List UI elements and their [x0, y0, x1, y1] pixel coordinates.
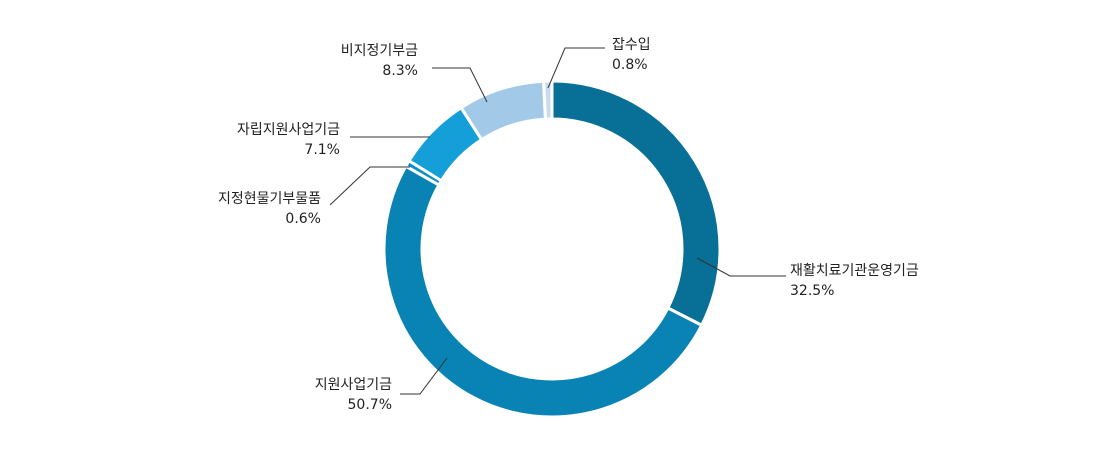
label-name-재활치료기관운영기금: 재활치료기관운영기금 [790, 263, 919, 279]
label-value-지정현물기부물품: 0.6% [285, 211, 321, 227]
leader-line-지정현물기부물품 [329, 166, 410, 206]
leader-line-재활치료기관운영기금 [696, 257, 786, 277]
label-value-잡수입: 0.8% [612, 57, 648, 73]
slice-잡수입 [542, 79, 554, 121]
label-value-지원사업기금: 50.7% [348, 397, 392, 413]
label-name-비지정기부금: 비지정기부금 [341, 43, 418, 59]
leader-line-잡수입 [547, 47, 605, 89]
leader-line-비지정기부금 [432, 67, 488, 103]
leader-lines [329, 47, 786, 395]
label-value-자립지원사업기금: 7.1% [304, 142, 340, 158]
slice-지원사업기금 [382, 164, 704, 419]
donut-slices [382, 79, 722, 419]
label-name-지정현물기부물품: 지정현물기부물품 [218, 191, 321, 207]
label-value-재활치료기관운영기금: 32.5% [790, 283, 834, 299]
leader-line-지원사업기금 [400, 357, 448, 395]
label-value-비지정기부금: 8.3% [382, 63, 418, 79]
label-name-자립지원사업기금: 자립지원사업기금 [237, 122, 340, 138]
label-name-잡수입: 잡수입 [612, 37, 651, 53]
label-name-지원사업기금: 지원사업기금 [315, 377, 392, 393]
slice-재활치료기관운영기금 [550, 79, 722, 327]
